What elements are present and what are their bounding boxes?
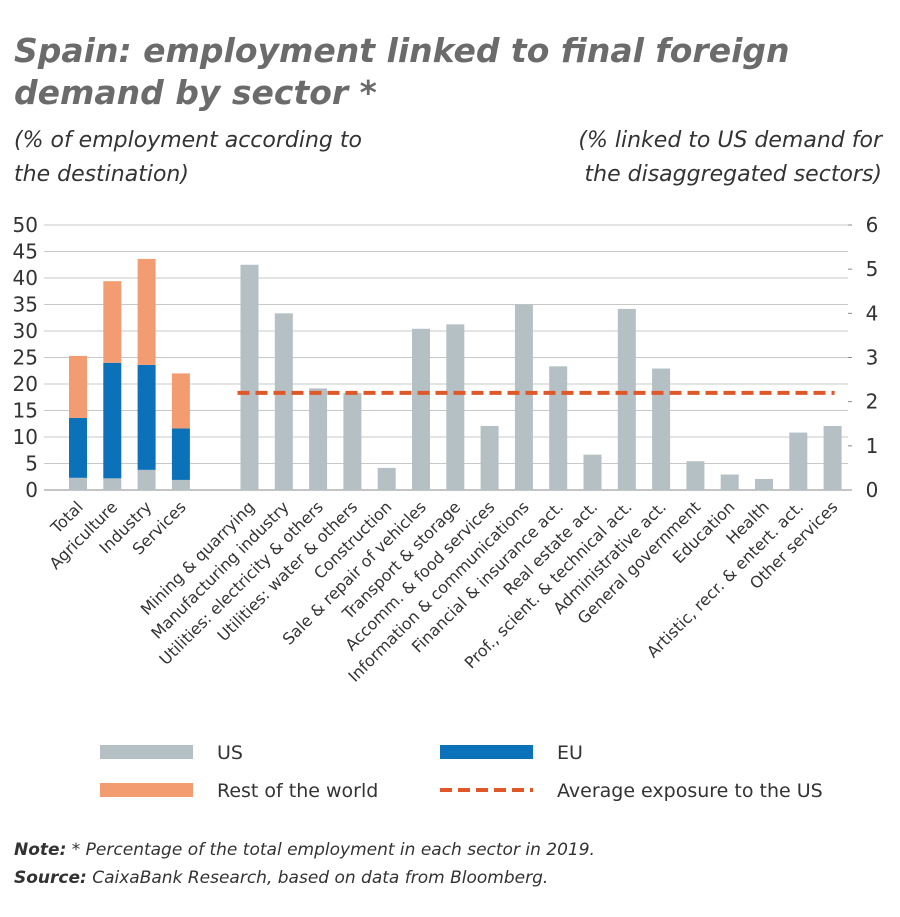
y2-tick-label: 1: [866, 434, 879, 458]
bar: [686, 461, 705, 490]
y-tick-label: 10: [13, 425, 38, 449]
bar-segment: [103, 362, 122, 479]
y-tick-label: 50: [13, 213, 38, 237]
bar: [412, 328, 430, 490]
y-tick-label: 45: [13, 240, 38, 264]
bar: [755, 478, 773, 490]
chart-title: Spain: employment linked to final foreig…: [14, 31, 790, 112]
bar: [240, 264, 259, 490]
y2-tick-label: 2: [866, 390, 879, 414]
chart: 051015202530354045500123456TotalAgricult…: [13, 213, 879, 802]
legend-label: Average exposure to the US: [557, 780, 823, 802]
bar: [789, 432, 808, 490]
y-tick-label: 30: [13, 319, 38, 343]
bar: [446, 324, 465, 490]
bar: [583, 454, 602, 490]
y2-tick-label: 4: [866, 301, 879, 325]
note-label: Note:: [14, 840, 67, 860]
bar: [377, 467, 396, 490]
y-axis-label: (% of employment according to the destin…: [14, 128, 362, 187]
y-tick-label: 15: [13, 399, 38, 423]
source-text: CaixaBank Research, based on data from B…: [92, 868, 549, 888]
legend-swatch: [100, 783, 193, 797]
bar-segment: [137, 469, 156, 490]
bar-segment: [103, 478, 122, 490]
y2-tick-label: 6: [866, 213, 879, 237]
y-tick-label: 20: [13, 372, 38, 396]
bar-segment: [69, 417, 87, 478]
bar: [652, 368, 671, 490]
source-label: Source:: [14, 868, 87, 888]
legend-label: EU: [557, 742, 583, 764]
y-tick-label: 35: [13, 293, 38, 317]
bar: [514, 304, 533, 490]
bar: [823, 425, 842, 490]
bar-segment: [69, 355, 87, 418]
legend-label: Rest of the world: [217, 780, 378, 802]
bar: [480, 425, 499, 490]
legend-label: US: [217, 742, 243, 764]
bar-segment: [171, 479, 190, 490]
bar-segment: [171, 428, 190, 480]
legend-swatch: [440, 745, 533, 759]
y-tick-label: 5: [25, 452, 38, 476]
y2-tick-label: 0: [866, 478, 879, 502]
notes: Note: * Percentage of the total employme…: [14, 836, 595, 892]
y2-tick-label: 5: [866, 257, 879, 281]
y-tick-label: 0: [25, 478, 38, 502]
bar-segment: [137, 364, 156, 470]
y2-axis-label: (% linked to US demand for the disaggreg…: [578, 128, 882, 187]
note-text: * Percentage of the total employment in …: [71, 840, 595, 860]
bar: [720, 474, 739, 490]
bar: [274, 313, 293, 490]
bar: [309, 388, 328, 490]
bar-segment: [137, 258, 156, 365]
y-tick-label: 40: [13, 266, 38, 290]
y2-tick-label: 3: [866, 346, 879, 370]
bar: [617, 308, 636, 490]
bar-segment: [69, 477, 87, 490]
source: Source: CaixaBank Research, based on dat…: [14, 864, 595, 892]
bar: [549, 366, 568, 490]
y-tick-label: 25: [13, 346, 38, 370]
legend-swatch: [100, 745, 193, 759]
bar: [343, 392, 362, 490]
bar-segment: [171, 373, 190, 429]
note: Note: * Percentage of the total employme…: [14, 836, 595, 864]
bar-segment: [103, 281, 122, 363]
